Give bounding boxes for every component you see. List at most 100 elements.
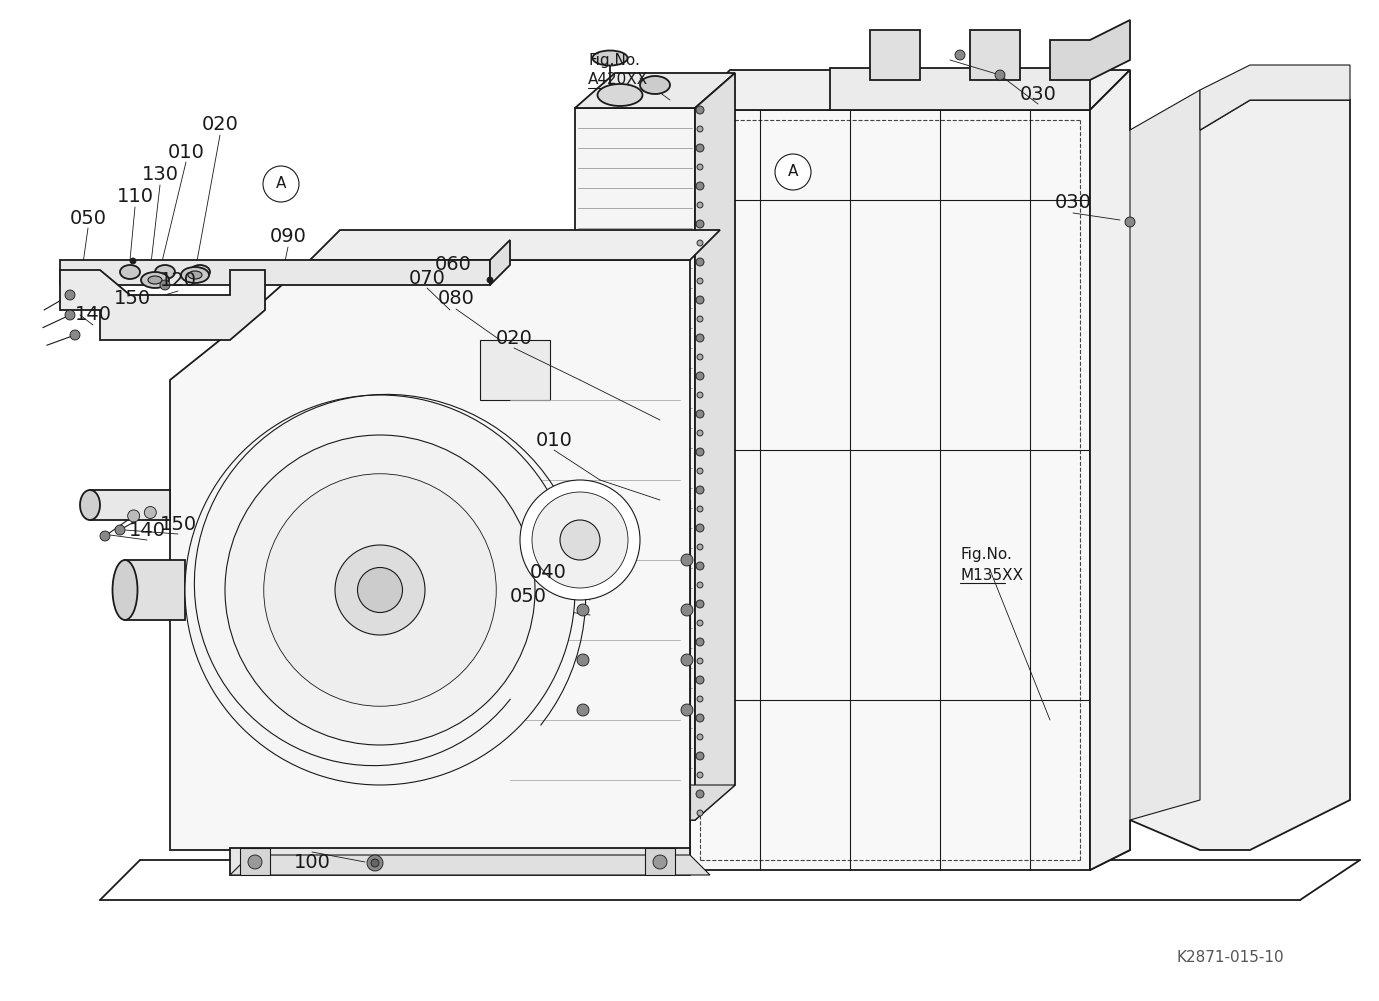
Circle shape xyxy=(248,855,262,869)
Circle shape xyxy=(696,696,703,702)
Circle shape xyxy=(263,166,299,202)
Text: 040: 040 xyxy=(530,563,567,582)
Circle shape xyxy=(996,70,1005,80)
Ellipse shape xyxy=(141,272,170,288)
Circle shape xyxy=(194,267,205,277)
Circle shape xyxy=(696,164,703,170)
Circle shape xyxy=(560,520,600,560)
Circle shape xyxy=(576,704,589,716)
Text: 130: 130 xyxy=(142,165,178,184)
Circle shape xyxy=(160,267,170,277)
Circle shape xyxy=(194,270,201,276)
Circle shape xyxy=(263,473,496,707)
Ellipse shape xyxy=(593,50,627,65)
Polygon shape xyxy=(480,340,550,400)
Text: 020: 020 xyxy=(495,328,532,347)
Circle shape xyxy=(128,510,139,522)
Polygon shape xyxy=(490,240,510,285)
Circle shape xyxy=(775,154,811,190)
Circle shape xyxy=(532,492,627,588)
Circle shape xyxy=(696,714,705,722)
Polygon shape xyxy=(575,108,695,820)
Text: 070: 070 xyxy=(408,268,445,287)
Circle shape xyxy=(696,544,703,550)
Polygon shape xyxy=(170,260,690,850)
Circle shape xyxy=(101,531,110,541)
Text: 010: 010 xyxy=(535,430,572,449)
Circle shape xyxy=(130,258,137,264)
Text: A: A xyxy=(787,164,798,179)
Circle shape xyxy=(696,258,705,266)
Circle shape xyxy=(145,507,156,519)
Circle shape xyxy=(65,310,74,320)
Polygon shape xyxy=(1200,65,1350,130)
Polygon shape xyxy=(1129,90,1200,820)
Circle shape xyxy=(696,144,705,152)
Circle shape xyxy=(696,772,703,778)
Circle shape xyxy=(696,220,705,228)
Circle shape xyxy=(696,106,705,114)
Circle shape xyxy=(520,480,640,600)
Text: 050: 050 xyxy=(69,208,106,227)
Circle shape xyxy=(696,734,703,740)
Polygon shape xyxy=(310,230,720,260)
Polygon shape xyxy=(240,848,270,875)
Polygon shape xyxy=(690,110,1089,870)
Polygon shape xyxy=(490,260,690,840)
Circle shape xyxy=(696,752,705,760)
Circle shape xyxy=(114,525,125,535)
Text: A420XX: A420XX xyxy=(587,72,648,87)
Polygon shape xyxy=(1049,20,1129,80)
Circle shape xyxy=(65,290,74,300)
Polygon shape xyxy=(690,70,1129,110)
Text: Fig.No.: Fig.No. xyxy=(587,52,640,67)
Text: 090: 090 xyxy=(269,227,306,246)
Circle shape xyxy=(1125,217,1135,227)
Text: 150: 150 xyxy=(160,515,197,534)
Circle shape xyxy=(185,395,575,785)
Circle shape xyxy=(696,392,703,398)
Ellipse shape xyxy=(190,265,210,279)
Circle shape xyxy=(696,278,703,284)
Text: Fig.No.: Fig.No. xyxy=(960,548,1012,563)
Circle shape xyxy=(681,704,694,716)
Circle shape xyxy=(576,604,589,616)
Circle shape xyxy=(696,126,703,132)
Circle shape xyxy=(696,790,705,798)
Polygon shape xyxy=(830,68,1089,110)
Circle shape xyxy=(160,280,170,290)
Circle shape xyxy=(696,410,705,418)
Polygon shape xyxy=(581,500,690,810)
Polygon shape xyxy=(61,260,490,285)
Circle shape xyxy=(335,545,425,635)
Circle shape xyxy=(696,486,705,494)
Circle shape xyxy=(696,448,705,456)
Circle shape xyxy=(696,600,705,608)
Circle shape xyxy=(696,810,703,816)
Ellipse shape xyxy=(80,490,101,520)
Circle shape xyxy=(696,240,703,246)
Circle shape xyxy=(956,50,965,60)
Circle shape xyxy=(696,620,703,626)
Polygon shape xyxy=(575,785,735,820)
Circle shape xyxy=(696,334,705,342)
Circle shape xyxy=(70,330,80,340)
Text: 100: 100 xyxy=(294,853,331,872)
Circle shape xyxy=(357,568,403,613)
Text: 050: 050 xyxy=(509,587,546,606)
Circle shape xyxy=(696,506,703,512)
Text: 150: 150 xyxy=(113,289,150,308)
Circle shape xyxy=(696,468,703,474)
Circle shape xyxy=(681,604,694,616)
Circle shape xyxy=(696,582,703,588)
Circle shape xyxy=(696,524,705,532)
Text: 060: 060 xyxy=(434,254,472,273)
Ellipse shape xyxy=(597,84,643,106)
Circle shape xyxy=(159,269,165,275)
Ellipse shape xyxy=(113,560,138,620)
Polygon shape xyxy=(1089,70,1129,870)
Polygon shape xyxy=(61,270,265,340)
Polygon shape xyxy=(969,30,1020,80)
Text: 030: 030 xyxy=(1055,193,1091,212)
Polygon shape xyxy=(90,490,170,520)
